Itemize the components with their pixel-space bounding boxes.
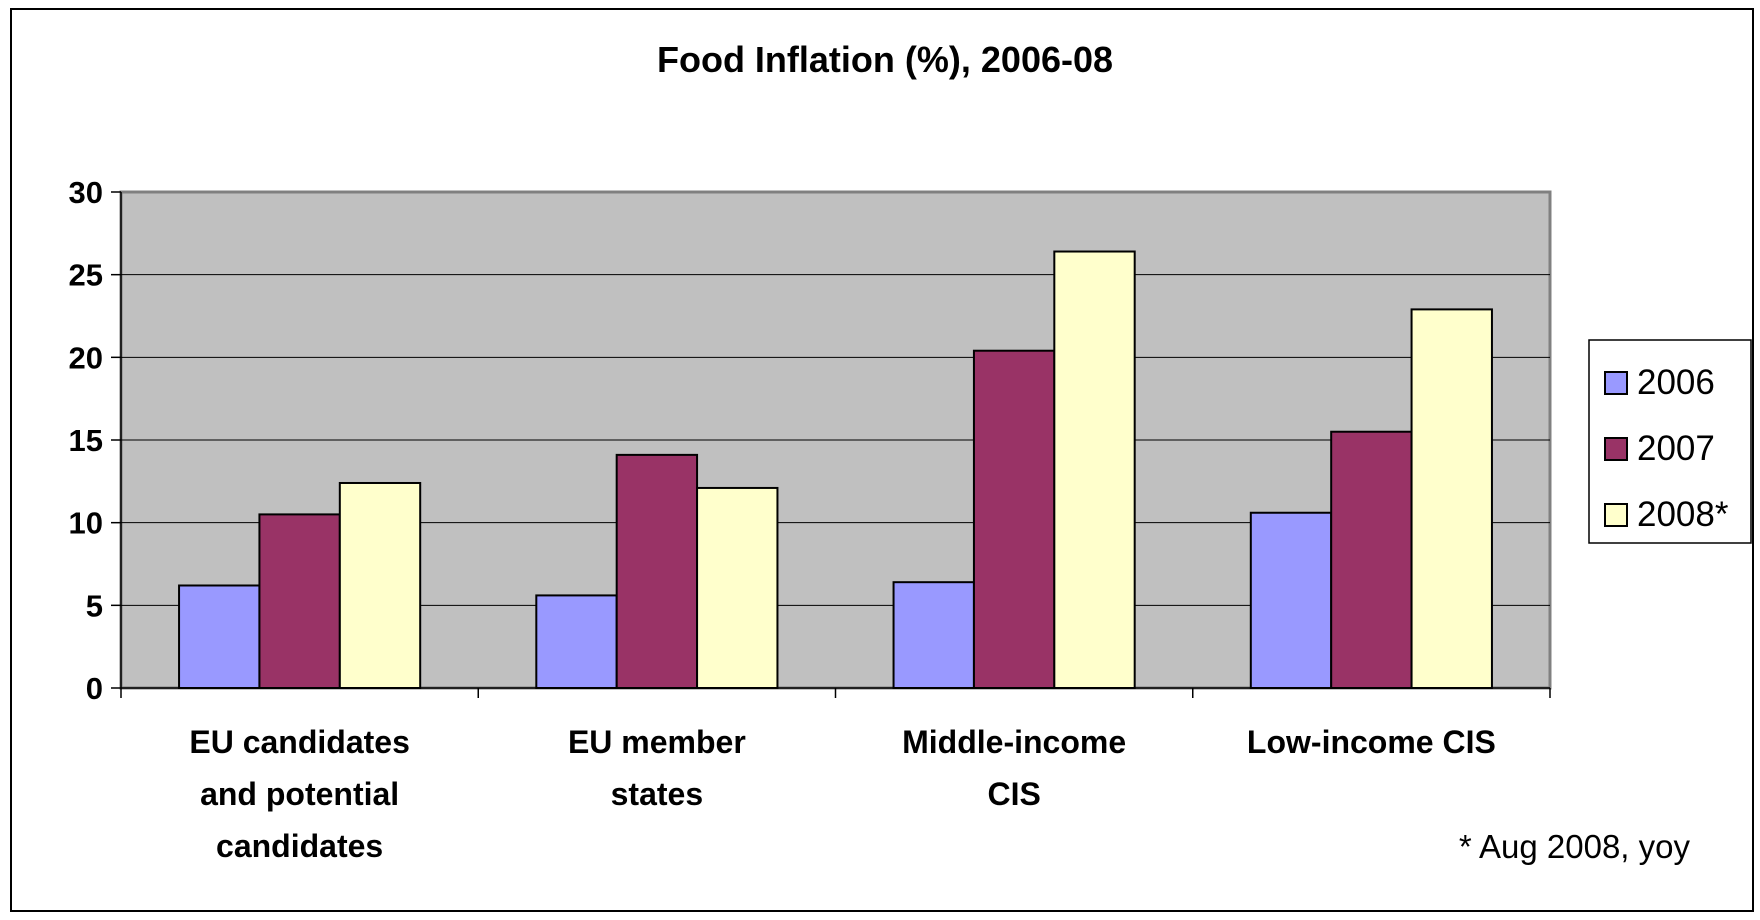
y-tick-label: 25 — [69, 258, 103, 293]
y-tick-label: 10 — [69, 506, 103, 541]
x-tick-label: states — [611, 776, 704, 812]
bar-2008-3 — [1053, 250, 1136, 690]
x-tick-label: EU candidates — [189, 724, 410, 760]
bar-2007-2 — [615, 453, 699, 689]
legend-label: 2008* — [1637, 495, 1729, 534]
y-tick-label: 5 — [86, 588, 103, 623]
footnote: * Aug 2008, yoy — [1459, 828, 1691, 865]
bar-2007-4 — [1330, 430, 1413, 689]
bar-2007-1 — [258, 513, 341, 690]
legend-swatch — [1604, 437, 1628, 461]
y-tick-label: 15 — [69, 423, 103, 458]
bar-2008-1 — [338, 481, 422, 689]
legend-swatch — [1604, 503, 1628, 527]
bar-2006-1 — [178, 584, 261, 690]
x-tick-label: and potential — [200, 776, 399, 812]
x-tick-label: EU member — [568, 724, 746, 760]
x-tick-label: Middle-income — [902, 724, 1126, 760]
legend-label: 2006 — [1637, 363, 1715, 402]
x-tick-label: CIS — [987, 776, 1040, 812]
y-tick-label: 30 — [69, 175, 103, 210]
x-tick-label: candidates — [216, 828, 383, 864]
legend-label: 2007 — [1637, 429, 1715, 468]
bar-2006-4 — [1249, 511, 1333, 689]
y-tick-label: 20 — [69, 340, 103, 375]
bar-2008-4 — [1410, 308, 1493, 689]
bar-2006-2 — [535, 594, 618, 689]
bar-2006-3 — [892, 581, 975, 689]
bar-2008-2 — [696, 486, 779, 689]
legend-swatch — [1604, 371, 1628, 395]
bar-2007-3 — [972, 349, 1056, 689]
y-tick-label: 0 — [86, 671, 103, 706]
chart-title: Food Inflation (%), 2006-08 — [657, 39, 1113, 80]
x-tick-label: Low-income CIS — [1247, 724, 1496, 760]
